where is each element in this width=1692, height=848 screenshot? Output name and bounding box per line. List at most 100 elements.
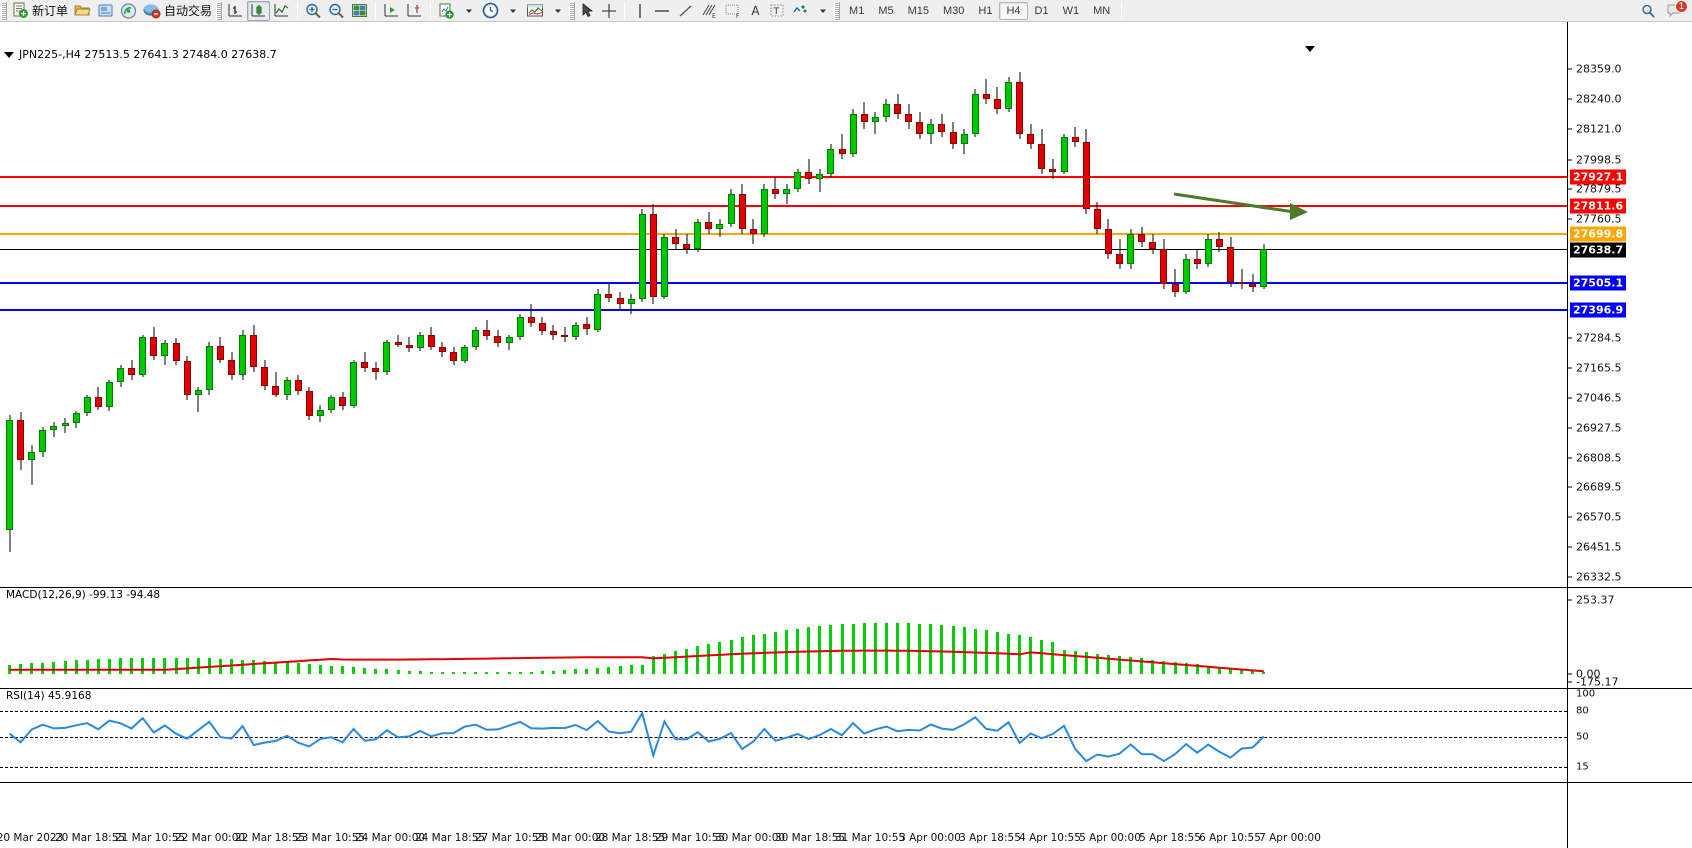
candlestick[interactable] — [627, 294, 635, 315]
candlestick[interactable] — [216, 337, 224, 364]
crosshair-button[interactable] — [598, 1, 620, 21]
label-button[interactable]: T — [766, 1, 788, 21]
candlestick[interactable] — [1127, 229, 1135, 270]
candlestick[interactable] — [1238, 269, 1246, 290]
candlestick[interactable] — [1249, 274, 1257, 292]
candlestick[interactable] — [1160, 239, 1168, 290]
candlestick[interactable] — [261, 359, 269, 390]
candlestick[interactable] — [638, 209, 646, 302]
candlestick[interactable] — [94, 387, 102, 410]
toolbar-grip-2[interactable] — [216, 1, 223, 20]
candlestick[interactable] — [105, 379, 113, 411]
candlestick-button[interactable] — [247, 0, 271, 21]
chart-area[interactable]: JPN225-,H4 27513.5 27641.3 27484.0 27638… — [0, 22, 1692, 848]
candlestick[interactable] — [272, 372, 280, 398]
candlestick[interactable] — [405, 337, 413, 353]
candlestick[interactable] — [28, 444, 36, 485]
objects-button[interactable] — [788, 1, 812, 21]
notification-button[interactable]: 1 — [1666, 0, 1688, 20]
candlestick[interactable] — [427, 327, 435, 350]
candlestick[interactable] — [494, 329, 502, 348]
trend-arrow-annotation[interactable] — [1172, 190, 1332, 230]
candlestick[interactable] — [916, 111, 924, 140]
candlestick[interactable] — [549, 324, 557, 340]
candlestick[interactable] — [383, 339, 391, 375]
candlestick[interactable] — [483, 319, 491, 340]
hline-button[interactable] — [650, 1, 674, 21]
candlestick[interactable] — [172, 338, 180, 365]
candlestick[interactable] — [505, 334, 513, 350]
text-button[interactable]: A — [745, 1, 766, 21]
candlestick[interactable] — [305, 387, 313, 420]
candlestick[interactable] — [1260, 244, 1268, 290]
candlestick[interactable] — [660, 234, 668, 300]
add-indicator-dropdown[interactable] — [458, 1, 479, 21]
candlestick[interactable] — [1171, 269, 1179, 297]
candlestick[interactable] — [960, 129, 968, 155]
candlestick[interactable] — [1215, 231, 1223, 252]
trendline-button[interactable] — [674, 1, 697, 21]
candlestick[interactable] — [1038, 129, 1046, 175]
candlestick[interactable] — [283, 377, 291, 400]
candlestick[interactable] — [327, 394, 335, 414]
templates-dropdown[interactable] — [547, 1, 568, 21]
candlestick[interactable] — [672, 229, 679, 250]
candlestick[interactable] — [117, 364, 124, 388]
toolbar-grip[interactable] — [1, 1, 7, 20]
price-axis[interactable]: 27927.1 27811.6 27699.8 27638.7 27505.1 27396… — [1567, 22, 1692, 848]
candlestick[interactable] — [194, 387, 202, 413]
candlestick[interactable] — [616, 291, 624, 310]
auto-scroll-button[interactable] — [380, 1, 403, 21]
timeframe-w1[interactable]: W1 — [1062, 4, 1080, 17]
search-icon[interactable] — [1641, 4, 1656, 19]
candlestick[interactable] — [394, 334, 402, 348]
candlestick[interactable] — [971, 89, 979, 137]
candlestick[interactable] — [760, 184, 768, 237]
candlestick[interactable] — [1182, 254, 1190, 295]
candlestick[interactable] — [350, 359, 358, 409]
candlestick[interactable] — [516, 314, 524, 340]
objects-dropdown[interactable] — [812, 1, 833, 21]
candlestick[interactable] — [1049, 159, 1057, 180]
candlestick[interactable] — [17, 412, 25, 470]
candlestick[interactable] — [161, 339, 169, 365]
candlestick[interactable] — [250, 324, 258, 373]
period-button[interactable] — [479, 1, 502, 21]
symbol-header[interactable]: JPN225-,H4 27513.5 27641.3 27484.0 27638… — [4, 48, 277, 61]
candlestick[interactable] — [605, 284, 613, 302]
candlestick[interactable] — [294, 374, 302, 395]
line-chart-button[interactable] — [270, 1, 293, 21]
candlestick[interactable] — [339, 392, 346, 410]
candlestick[interactable] — [572, 322, 580, 340]
candlestick[interactable] — [794, 169, 802, 192]
candlestick[interactable] — [938, 114, 946, 137]
candlestick[interactable] — [461, 344, 469, 364]
timeframe-d1[interactable]: D1 — [1034, 4, 1049, 17]
market-button[interactable]: 自动交易 — [140, 1, 215, 21]
candlestick[interactable] — [1093, 201, 1101, 235]
candlestick[interactable] — [183, 355, 191, 400]
candlestick[interactable] — [1138, 226, 1146, 247]
candlestick[interactable] — [805, 159, 813, 185]
candlestick[interactable] — [239, 329, 247, 380]
candlestick[interactable] — [716, 219, 724, 237]
price-plot[interactable] — [0, 22, 1567, 848]
candlestick[interactable] — [727, 189, 735, 227]
candlestick[interactable] — [561, 327, 568, 343]
candlestick[interactable] — [860, 101, 868, 130]
candlestick[interactable] — [538, 316, 546, 335]
candlestick[interactable] — [527, 304, 535, 327]
new-order-button[interactable]: 新订单 — [9, 1, 71, 21]
candlestick[interactable] — [416, 332, 424, 351]
candlestick[interactable] — [694, 219, 702, 252]
candlestick[interactable] — [50, 422, 58, 438]
time-axis[interactable]: 20 Mar 2023 20 Mar 18:55 21 Mar 10:55 22 Ma… — [0, 826, 1567, 848]
candlestick[interactable] — [1116, 239, 1123, 270]
level-price-label[interactable]: 27638.7 — [1570, 242, 1627, 258]
vline-button[interactable] — [629, 1, 650, 21]
candlestick[interactable] — [139, 334, 147, 378]
level-price-label[interactable]: 27811.6 — [1570, 198, 1627, 214]
candlestick[interactable] — [894, 94, 901, 120]
signals-button[interactable] — [117, 1, 140, 21]
candlestick[interactable] — [228, 352, 235, 380]
